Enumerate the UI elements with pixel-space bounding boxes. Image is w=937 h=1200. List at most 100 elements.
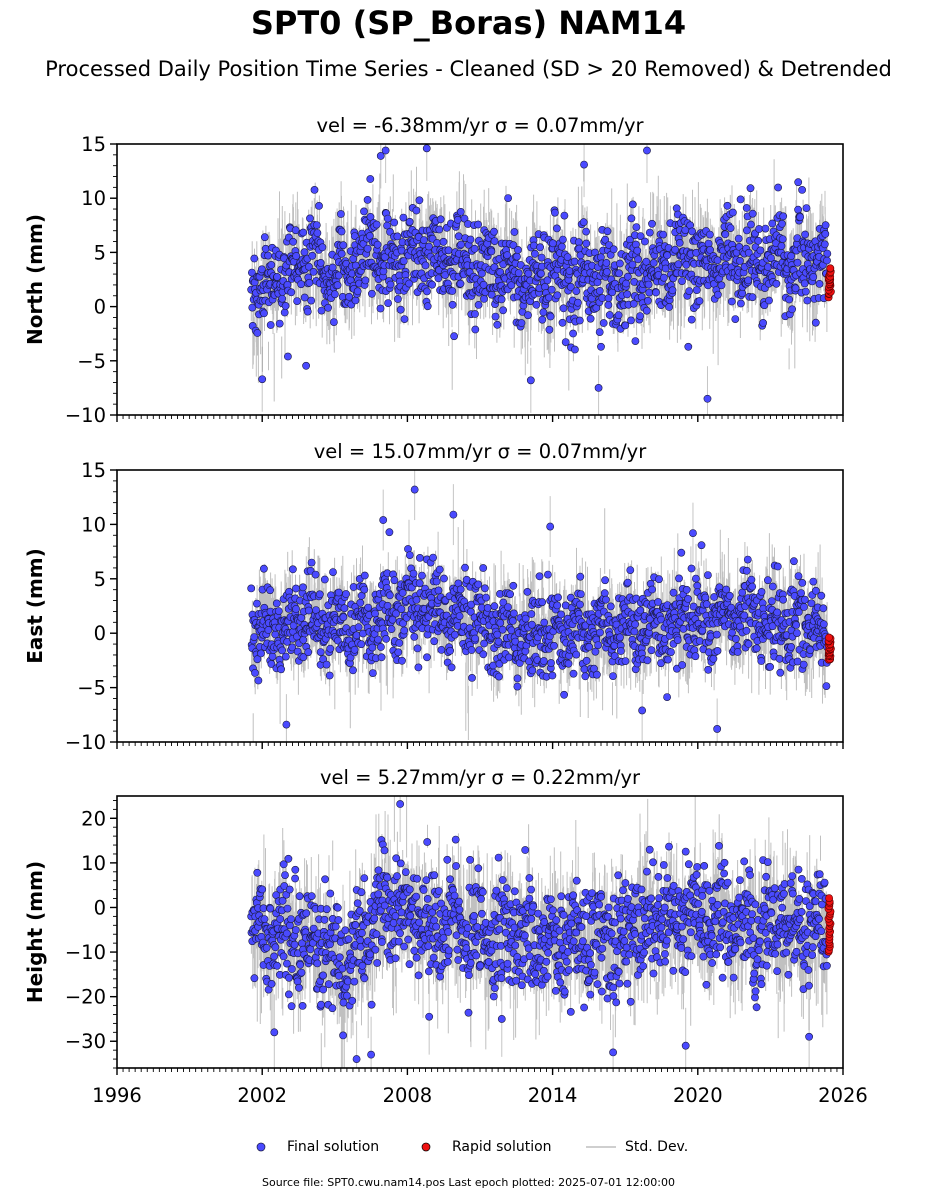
final-solution-point (339, 1031, 347, 1040)
final-solution-point (273, 272, 281, 281)
final-solution-point (821, 221, 830, 230)
final-solution-point (757, 657, 766, 665)
final-solution-point (746, 184, 755, 193)
final-solution-point (580, 1003, 588, 1012)
final-solution-point (637, 885, 646, 894)
final-solution-point (315, 590, 324, 599)
final-solution-point (723, 201, 732, 210)
final-solution-point (773, 967, 781, 975)
final-solution-point (611, 918, 619, 927)
final-solution-point (548, 671, 557, 680)
final-solution-point (615, 269, 623, 278)
final-solution-point (424, 967, 433, 976)
rapid-solution-points (824, 894, 835, 956)
final-solution-point (742, 626, 751, 635)
final-solution-point (621, 879, 630, 887)
final-solution-point (299, 583, 307, 592)
final-solution-point (452, 931, 461, 940)
final-solution-point (659, 230, 668, 239)
final-solution-point (474, 580, 483, 589)
final-solution-point (780, 889, 788, 898)
final-solution-point (700, 862, 709, 870)
final-solution-point (330, 290, 339, 299)
final-solution-point (764, 576, 772, 585)
final-solution-point (278, 896, 287, 905)
final-solution-point (260, 309, 268, 318)
y-axis: −10 −5 0 5 10 15 (65, 133, 117, 427)
final-solution-point (441, 271, 449, 279)
final-solution-point (479, 650, 488, 659)
final-solution-point (609, 1048, 617, 1057)
final-solution-point (572, 928, 581, 937)
final-solution-point (636, 606, 645, 615)
final-solution-point (297, 280, 305, 289)
final-solution-point (432, 577, 441, 586)
final-solution-point (376, 304, 385, 313)
final-solution-point (692, 870, 701, 879)
final-solution-point (657, 923, 666, 932)
final-solution-point (358, 961, 367, 970)
final-solution-point (644, 296, 652, 305)
final-solution-point (626, 566, 635, 574)
final-solution-point (771, 949, 780, 958)
rapid-solution-point (825, 894, 833, 902)
final-solution-point (454, 956, 463, 964)
final-solution-point (641, 237, 649, 246)
final-solution-point (559, 235, 567, 244)
final-solution-point (772, 279, 781, 288)
final-solution-point (660, 903, 669, 912)
rapid-solution-points (824, 264, 835, 302)
final-solution-point (747, 916, 756, 925)
final-solution-point (349, 666, 357, 675)
final-solution-point (366, 950, 374, 959)
legend-final-label: Final solution (287, 1139, 380, 1155)
final-solution-point (489, 992, 498, 1001)
final-solution-point (596, 628, 604, 637)
final-solution-point (428, 908, 437, 917)
final-solution-point (370, 914, 379, 923)
final-solution-point (648, 585, 656, 594)
final-solution-point (763, 858, 772, 866)
final-solution-point (595, 900, 604, 909)
final-solution-point (572, 287, 581, 295)
final-solution-point (627, 214, 636, 223)
final-solution-point (631, 930, 639, 938)
final-solution-point (473, 923, 482, 931)
final-solution-point (423, 895, 432, 903)
final-solution-point (793, 258, 802, 267)
final-solution-point (287, 965, 296, 973)
final-solution-point (549, 239, 557, 248)
final-solution-point (769, 895, 778, 904)
final-solution-point (559, 911, 568, 919)
final-solution-point (820, 878, 829, 887)
final-solution-point (300, 293, 309, 302)
final-solution-point (648, 219, 656, 228)
final-solution-point (394, 648, 403, 657)
final-solution-point (368, 643, 377, 652)
final-solution-point (684, 342, 693, 351)
final-solution-point (257, 649, 265, 658)
final-solution-point (669, 966, 678, 975)
final-solution-point (788, 872, 797, 880)
final-solution-point (689, 529, 697, 538)
x-axis (116, 415, 844, 422)
final-solution-point (795, 895, 804, 903)
final-solution-point (547, 659, 555, 667)
final-solution-point (498, 876, 507, 884)
y-tick-label: −20 (65, 986, 106, 1009)
final-solution-point (629, 299, 638, 308)
final-solution-point (400, 942, 408, 951)
final-solution-point (278, 294, 287, 303)
final-solution-point (329, 318, 338, 326)
final-solution-point (268, 652, 277, 661)
final-solution-point (620, 937, 629, 945)
final-solution-point (412, 596, 421, 604)
final-solution-point (499, 306, 507, 315)
final-solution-point (746, 871, 754, 879)
final-solution-point (401, 868, 410, 876)
final-solution-point (761, 224, 770, 233)
y-tick-label: 5 (94, 568, 106, 591)
final-solution-point (794, 865, 803, 874)
final-solution-point (566, 282, 575, 291)
final-solution-point (586, 314, 595, 323)
